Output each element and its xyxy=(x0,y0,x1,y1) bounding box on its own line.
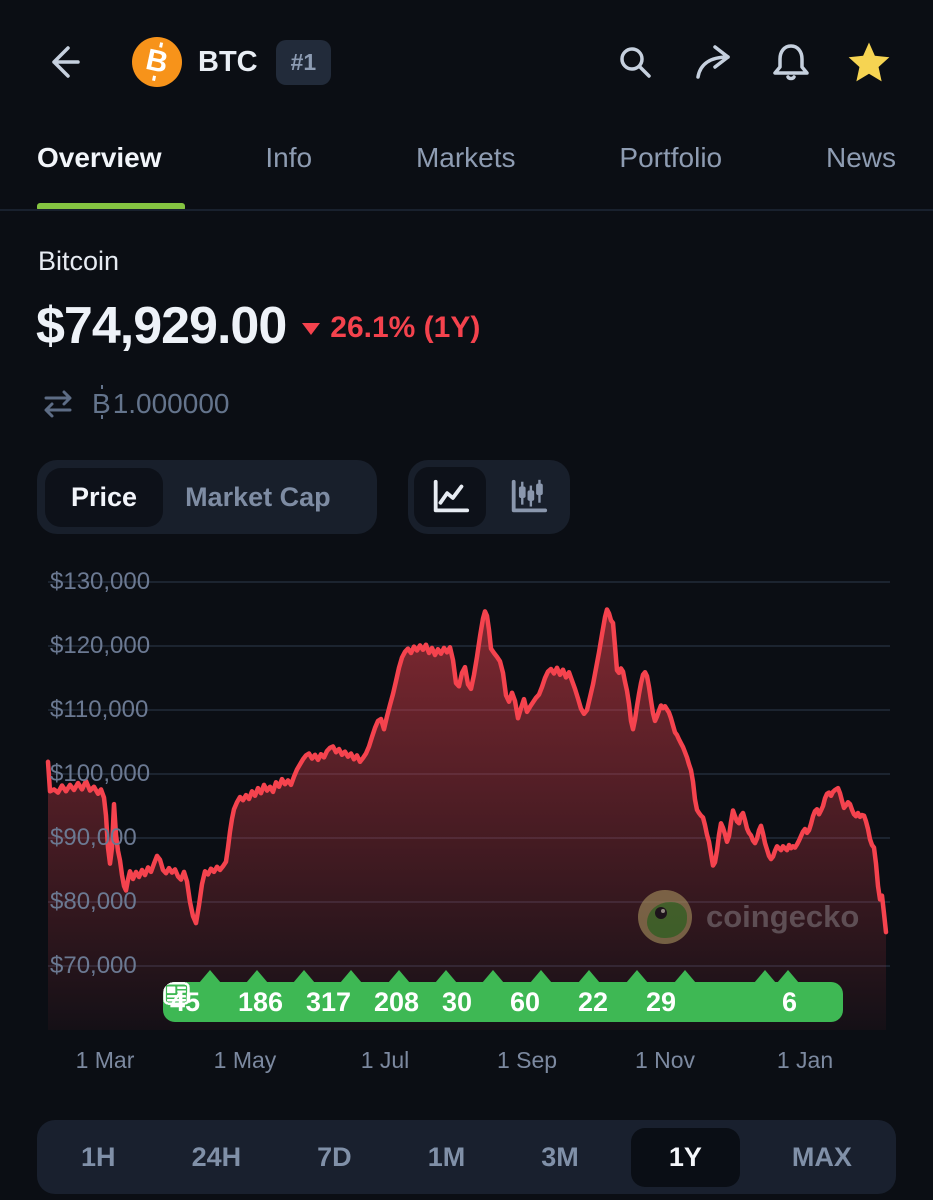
chart-type-toggle xyxy=(408,460,570,534)
share-icon xyxy=(696,45,730,79)
news-annotation[interactable]: 30 xyxy=(163,982,503,1022)
y-axis-label: $100,000 xyxy=(50,760,151,787)
news-count: 22 xyxy=(578,986,609,1017)
active-tab-underline xyxy=(37,203,185,211)
bell-icon xyxy=(773,44,809,81)
news-count: 60 xyxy=(510,986,541,1017)
tab-bar: Overview Info Markets Portfolio News xyxy=(37,142,896,200)
y-axis-label: $80,000 xyxy=(50,888,137,915)
currency-converter[interactable]: B 1.000000 xyxy=(40,385,230,420)
top-bar: B BTC #1 xyxy=(0,26,933,98)
favorite-button[interactable] xyxy=(845,38,893,86)
news-count: 317 xyxy=(306,986,352,1017)
x-axis-label: 1 Mar xyxy=(75,1047,135,1073)
share-button[interactable] xyxy=(689,38,737,86)
y-axis-label: $90,000 xyxy=(50,824,137,851)
line-chart-icon xyxy=(433,479,470,513)
x-axis-label: 1 Jan xyxy=(776,1047,834,1073)
candlestick-chart-button[interactable] xyxy=(492,467,564,527)
metric-toggle: Price Market Cap xyxy=(37,460,377,534)
candlestick-chart-icon xyxy=(511,479,548,513)
range-button-1h[interactable]: 1H xyxy=(81,1141,116,1172)
news-count: 208 xyxy=(374,986,420,1017)
x-axis-label: 1 Nov xyxy=(634,1047,696,1073)
rank-badge: #1 xyxy=(275,39,332,85)
y-axis-label: $110,000 xyxy=(50,696,149,723)
y-axis-label: $130,000 xyxy=(50,568,151,595)
coin-ticker: BTC xyxy=(198,45,258,78)
news-count: 6 xyxy=(782,986,798,1017)
coingecko-watermark: coingecko xyxy=(638,890,859,944)
news-annotation[interactable]: 186 xyxy=(163,982,299,1022)
news-annotation[interactable] xyxy=(163,982,775,1022)
tab-info[interactable]: Info xyxy=(265,142,313,173)
coin-price: $74,929.00 xyxy=(36,297,287,355)
x-axis-label: 1 Jul xyxy=(360,1047,410,1073)
news-annotation[interactable]: 317 xyxy=(163,982,367,1022)
news-annotation[interactable]: 60 xyxy=(163,982,571,1022)
tab-portfolio[interactable]: Portfolio xyxy=(619,142,723,173)
line-chart-button[interactable] xyxy=(414,467,486,527)
news-annotation[interactable]: 208 xyxy=(163,982,435,1022)
news-annotation[interactable]: 22 xyxy=(163,982,639,1022)
y-axis-label: $120,000 xyxy=(50,632,151,659)
tab-markets[interactable]: Markets xyxy=(415,142,516,173)
metric-option-market-cap[interactable]: Market Cap xyxy=(185,481,331,512)
range-button-max[interactable]: MAX xyxy=(791,1141,852,1172)
time-range-selector: 1H 24H 7D 1M 3M 1Y MAX xyxy=(37,1120,896,1194)
range-button-1y[interactable]: 1Y xyxy=(630,1127,740,1187)
news-annotation[interactable]: 29 xyxy=(163,982,707,1022)
notifications-button[interactable] xyxy=(767,38,815,86)
back-arrow-icon xyxy=(52,46,80,78)
news-count: 29 xyxy=(646,986,677,1017)
news-count: 30 xyxy=(442,986,473,1017)
btc-symbol-icon: B xyxy=(92,385,111,419)
range-button-7d[interactable]: 7D xyxy=(317,1141,352,1172)
price-change: 26.1% (1Y) xyxy=(330,311,481,344)
x-axis-label: 1 May xyxy=(213,1047,277,1073)
y-axis-label: $70,000 xyxy=(50,952,137,979)
back-button[interactable] xyxy=(40,38,88,86)
search-button[interactable] xyxy=(611,38,659,86)
news-annotation-bar[interactable]: 45 186 317 208 30 60 22 29 6 xyxy=(163,982,843,1022)
news-annotation[interactable]: 6 xyxy=(163,982,843,1022)
bitcoin-logo-icon: B xyxy=(132,37,182,87)
search-icon xyxy=(620,47,651,78)
conversion-value: B 1.000000 xyxy=(92,385,230,419)
range-button-3m[interactable]: 3M xyxy=(541,1141,579,1172)
news-count: 186 xyxy=(238,986,284,1017)
coingecko-logo-icon xyxy=(638,890,692,944)
x-axis-label: 1 Sep xyxy=(496,1047,558,1073)
metric-option-price[interactable]: Price xyxy=(45,467,164,527)
divider xyxy=(0,209,933,211)
price-chart[interactable]: coingecko 45 186 317 208 30 60 22 29 xyxy=(0,560,933,1120)
range-button-1m[interactable]: 1M xyxy=(427,1141,466,1172)
range-button-24h[interactable]: 24H xyxy=(191,1141,242,1172)
tab-news[interactable]: News xyxy=(825,142,896,173)
swap-arrows-icon xyxy=(44,390,72,418)
price-down-triangle-icon xyxy=(302,323,321,335)
coin-name: Bitcoin xyxy=(38,246,120,276)
tab-overview[interactable]: Overview xyxy=(37,142,162,173)
star-icon xyxy=(848,42,890,82)
